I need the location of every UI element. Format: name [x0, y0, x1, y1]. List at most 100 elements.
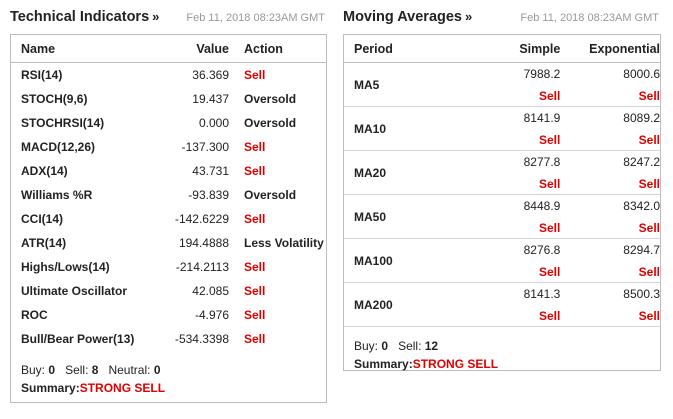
simple-value: 8141.3 [523, 287, 561, 301]
technical-indicators-title-link[interactable]: Technical Indicators» [10, 9, 159, 25]
indicator-name: CCI(14) [21, 212, 64, 226]
technical-indicators-table: Name Value Action RSI(14) 36.369 Sell STOCH… [10, 34, 327, 403]
table-row: STOCHRSI(14) 0.000 Oversold [11, 111, 326, 135]
exponential-action: Sell [638, 265, 660, 279]
exponential-action: Sell [638, 133, 660, 147]
simple-action: Sell [538, 265, 561, 279]
exponential-value: 8247.2 [623, 155, 660, 169]
indicator-value: -214.2113 [175, 260, 229, 274]
moving-averages-footer: Buy: 0 Sell: 12 Summary:STRONG SELL [344, 327, 660, 373]
moving-averages-title-link[interactable]: Moving Averages» [343, 9, 472, 25]
table-header: Period Simple Exponential [344, 35, 660, 63]
column-header-name: Name [21, 41, 56, 56]
indicator-name: Highs/Lows(14) [21, 260, 110, 274]
exponential-cell: 8500.3 Sell [560, 283, 660, 326]
column-header-exponential: Exponential [589, 41, 660, 56]
simple-value: 7988.2 [523, 67, 561, 81]
table-row: MACD(12,26) -137.300 Sell [11, 135, 326, 159]
chevron-right-icon[interactable]: » [152, 9, 160, 24]
simple-value: 8276.8 [523, 243, 561, 257]
simple-action: Sell [538, 89, 561, 103]
exponential-value: 8342.0 [623, 199, 660, 213]
exponential-value: 8500.3 [623, 287, 660, 301]
table-header: Name Value Action [11, 35, 326, 63]
indicator-action: Oversold [244, 92, 297, 106]
ma-period: MA20 [354, 165, 387, 180]
indicator-value: 0.000 [198, 116, 229, 130]
table-row: MA20 8277.8 Sell 8247.2 Sell [344, 151, 660, 195]
indicator-rows: RSI(14) 36.369 Sell STOCH(9,6) 19.437 Oversol… [11, 63, 326, 351]
moving-averages-title[interactable]: Moving Averages [343, 9, 462, 25]
simple-action: Sell [538, 133, 561, 147]
sell-count: 12 [424, 339, 439, 353]
ma-period: MA100 [354, 253, 393, 268]
column-header-period: Period [354, 41, 393, 56]
ma-period: MA50 [354, 209, 387, 224]
table-row: MA5 7988.2 Sell 8000.6 Sell [344, 63, 660, 107]
indicator-name: STOCH(9,6) [21, 92, 88, 106]
technical-indicators-timestamp: Feb 11, 2018 08:23AM GMT [186, 12, 325, 24]
buy-count: 0 [48, 363, 56, 377]
indicator-action: Sell [244, 332, 266, 346]
table-row: MA50 8448.9 Sell 8342.0 Sell [344, 195, 660, 239]
table-row: STOCH(9,6) 19.437 Oversold [11, 87, 326, 111]
indicator-action: Oversold [244, 188, 297, 202]
simple-value: 8141.9 [523, 111, 561, 125]
summary: Summary:STRONG SELL [21, 379, 326, 397]
exponential-value: 8000.6 [623, 67, 660, 81]
column-header-action: Action [244, 41, 283, 56]
buy-count: 0 [381, 339, 389, 353]
indicator-action: Sell [244, 284, 266, 298]
moving-averages-header: Moving Averages» Feb 11, 2018 08:23AM GM… [343, 0, 661, 34]
indicator-name: Ultimate Oscillator [21, 284, 128, 298]
summary-label: Summary: [354, 357, 413, 371]
moving-averages-table: Period Simple Exponential MA5 7988.2 Sell 8… [343, 34, 661, 371]
table-row: Williams %R -93.839 Oversold [11, 183, 326, 207]
exponential-cell: 8089.2 Sell [560, 107, 660, 150]
simple-cell: 7988.2 Sell [464, 63, 561, 106]
exponential-action: Sell [638, 177, 660, 191]
summary-value: STRONG SELL [79, 381, 166, 395]
technical-indicators-header: Technical Indicators» Feb 11, 2018 08:23… [10, 0, 327, 34]
exponential-cell: 8342.0 Sell [560, 195, 660, 238]
sell-count-label: Sell: [65, 363, 89, 377]
table-row: Highs/Lows(14) -214.2113 Sell [11, 255, 326, 279]
exponential-value: 8294.7 [623, 243, 660, 257]
table-row: ROC -4.976 Sell [11, 303, 326, 327]
indicator-action: Sell [244, 308, 266, 322]
exponential-cell: 8000.6 Sell [560, 63, 660, 106]
sell-count: 8 [91, 363, 99, 377]
summary: Summary:STRONG SELL [354, 355, 660, 373]
indicator-action: Oversold [244, 116, 297, 130]
technical-indicators-title[interactable]: Technical Indicators [10, 9, 150, 25]
indicator-action: Sell [244, 212, 266, 226]
indicator-name: ADX(14) [21, 164, 68, 178]
indicator-name: STOCHRSI(14) [21, 116, 105, 130]
table-row: CCI(14) -142.6229 Sell [11, 207, 326, 231]
buy-count-label: Buy: [21, 363, 46, 377]
simple-cell: 8276.8 Sell [464, 239, 561, 282]
exponential-action: Sell [638, 89, 660, 103]
indicator-value: -137.300 [181, 140, 229, 154]
moving-averages-panel: Moving Averages» Feb 11, 2018 08:23AM GM… [343, 0, 661, 371]
neutral-count: 0 [153, 363, 161, 377]
exponential-action: Sell [638, 309, 660, 323]
indicator-action: Sell [244, 260, 266, 274]
indicator-action: Sell [244, 140, 266, 154]
indicator-name: ATR(14) [21, 236, 67, 250]
table-row: ATR(14) 194.4888 Less Volatility [11, 231, 326, 255]
summary-label: Summary: [21, 381, 80, 395]
indicator-value: 194.4888 [178, 236, 229, 250]
summary-value: STRONG SELL [412, 357, 499, 371]
indicator-value: -93.839 [188, 188, 229, 202]
column-header-simple: Simple [519, 41, 561, 56]
signal-counts: Buy: 0 Sell: 8 Neutral: 0 [21, 361, 326, 379]
chevron-right-icon[interactable]: » [465, 9, 473, 24]
indicator-value: -534.3398 [174, 332, 229, 346]
indicator-value: -142.6229 [174, 212, 229, 226]
indicator-action: Less Volatility [244, 236, 324, 250]
table-row: MA100 8276.8 Sell 8294.7 Sell [344, 239, 660, 283]
indicator-value: 19.437 [192, 92, 229, 106]
simple-cell: 8141.3 Sell [464, 283, 561, 326]
ma-period: MA10 [354, 121, 387, 136]
